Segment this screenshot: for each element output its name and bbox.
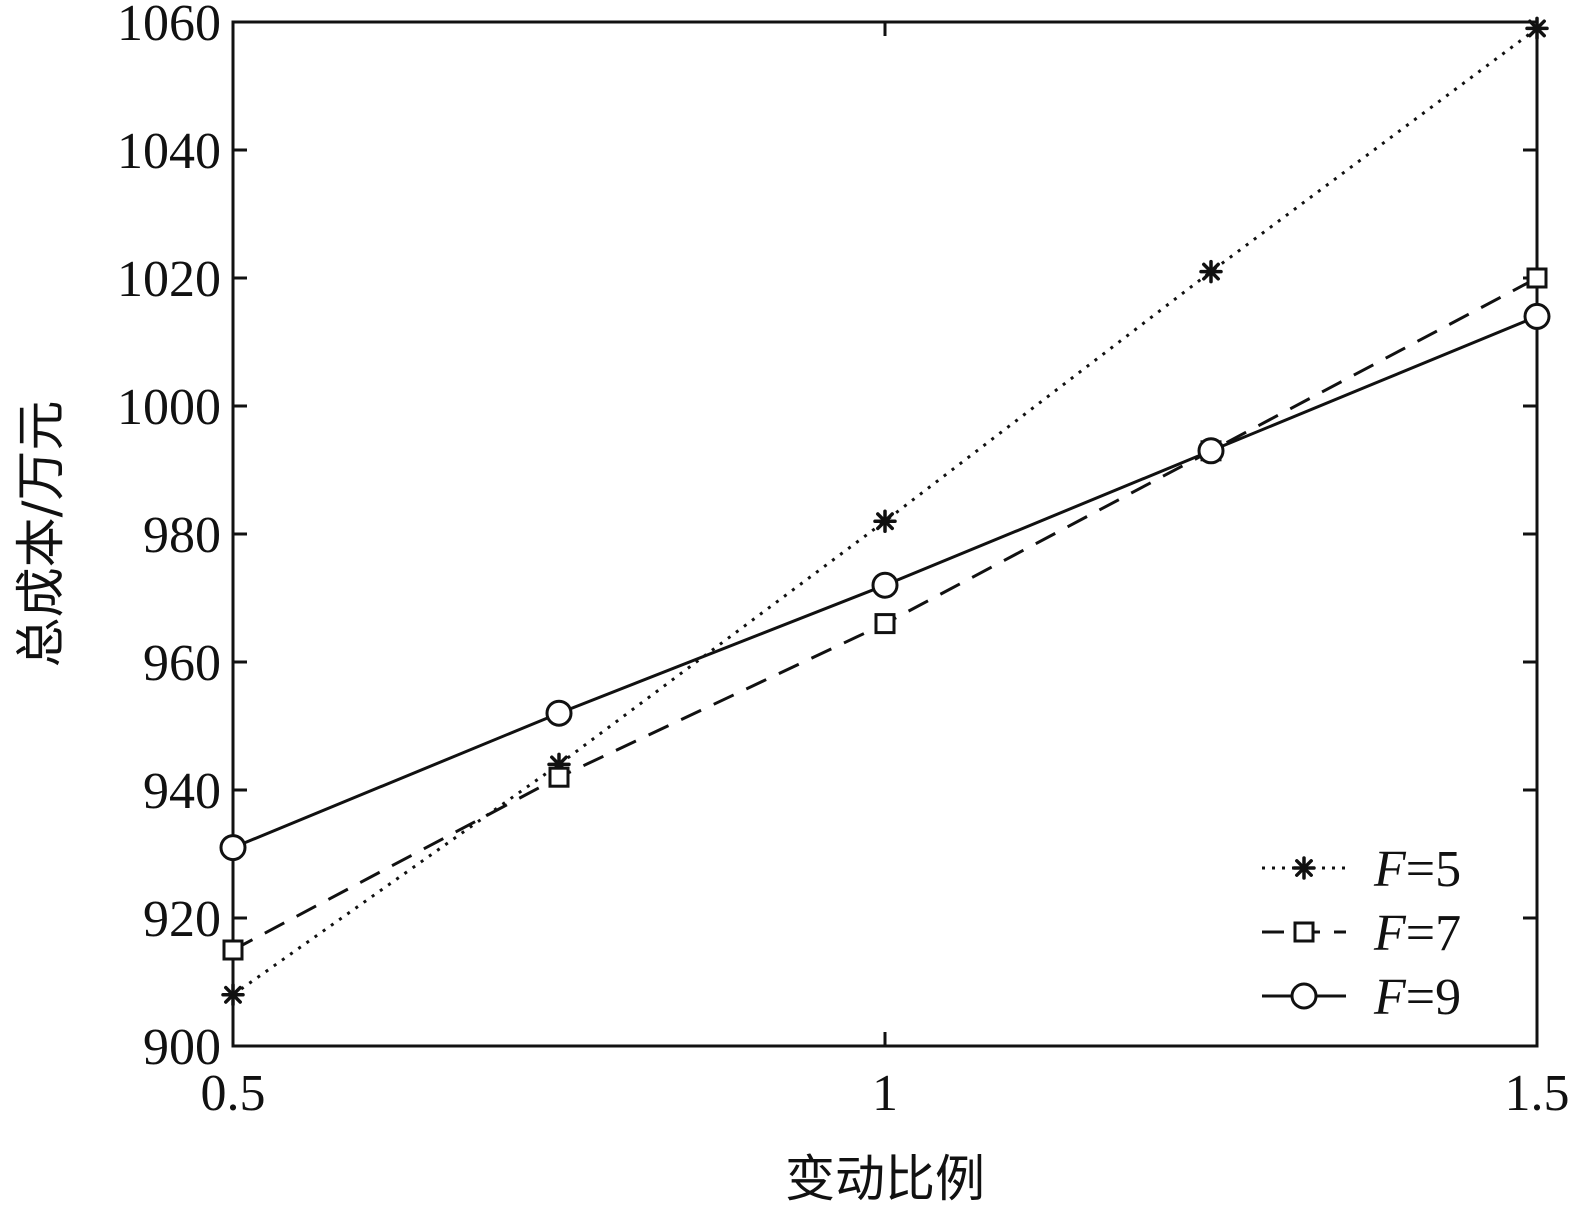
data-point-square [548,766,570,788]
legend-label: F=5 [1373,841,1461,898]
series-line-asterisk [232,27,1538,997]
data-point-circle [1197,437,1225,465]
x-tick-label: 1.5 [1505,1065,1570,1122]
y-tick-label: 960 [143,635,221,692]
y-tick-label: 1060 [117,0,221,52]
data-point-square [222,939,244,961]
data-point-circle [871,571,899,599]
x-axis-label: 变动比例 [785,1150,985,1208]
series-layer [219,16,1551,1007]
y-tick-label: 940 [143,763,221,820]
y-tick-label: 1020 [117,251,221,308]
legend-marker-asterisk [1292,856,1316,880]
data-point-circle [219,834,247,862]
data-point-square [1526,267,1548,289]
y-tick-label: 1040 [117,123,221,180]
x-tick-label: 0.5 [201,1065,266,1122]
y-tick-label: 1000 [117,379,221,436]
legend-label: F=7 [1373,905,1461,962]
data-point-asterisk [221,983,245,1007]
data-point-circle [545,699,573,727]
axis-ticks: 900 920 940 960 980 1000 1020 1040 1060 0.5 1 1.5 [117,0,1570,1122]
y-tick-label: 980 [143,507,221,564]
y-tick-label: 900 [143,1019,221,1076]
legend-marker-circle [1290,982,1318,1010]
y-tick-label: 920 [143,891,221,948]
legend-marker-square [1293,921,1315,943]
data-point-asterisk [1525,16,1549,41]
plot-frame [231,20,1539,1048]
legend: F=5 F=7 F=9 [1262,841,1461,1026]
data-point-asterisk [873,509,897,533]
y-axis-label: 总成本/万元 [12,401,70,668]
x-tick-label: 1 [872,1065,898,1122]
data-point-circle [1523,302,1551,330]
data-point-asterisk [1199,259,1223,284]
data-point-square [874,613,896,635]
legend-label: F=9 [1373,969,1461,1026]
